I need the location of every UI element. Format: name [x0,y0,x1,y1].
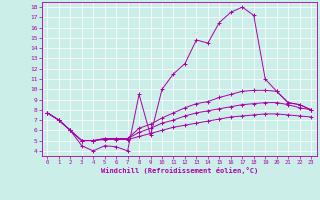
X-axis label: Windchill (Refroidissement éolien,°C): Windchill (Refroidissement éolien,°C) [100,167,258,174]
